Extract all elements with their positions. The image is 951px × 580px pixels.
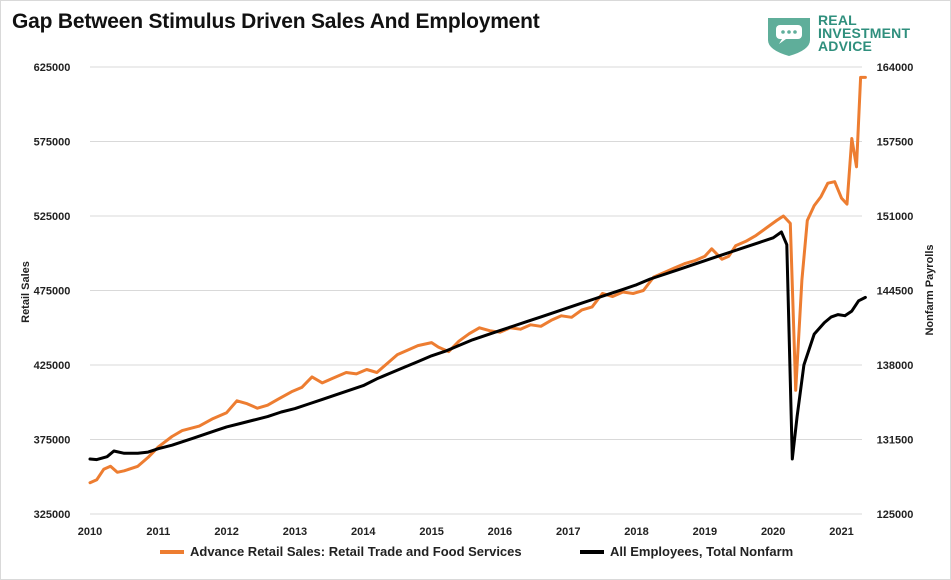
left-tick-label: 375000 (34, 435, 71, 447)
left-tick-label: 625000 (34, 62, 71, 74)
left-tick-label: 325000 (34, 509, 71, 521)
right-tick-label: 157500 (877, 137, 914, 149)
right-tick-label: 131500 (877, 435, 914, 447)
x-tick-label: 2012 (214, 526, 238, 538)
right-tick-label: 151000 (877, 211, 914, 223)
x-tick-label: 2019 (693, 526, 717, 538)
speech-bubble-shield-icon (768, 18, 810, 56)
legend-item-nonfarm: All Employees, Total Nonfarm (580, 544, 793, 559)
series-lines (88, 75, 867, 485)
logo (768, 18, 810, 56)
legend-label-retail-sales: Advance Retail Sales: Retail Trade and F… (190, 544, 522, 559)
logo-text: REAL INVESTMENT ADVICE (818, 12, 911, 54)
right-tick-label: 144500 (877, 286, 914, 298)
left-axis-ticks: 325000 375000 425000 475000 525000 575000 6250… (34, 62, 71, 521)
left-tick-label: 425000 (34, 360, 71, 372)
legend: Advance Retail Sales: Retail Trade and F… (0, 544, 951, 566)
x-tick-label: 2014 (351, 526, 376, 538)
legend-item-retail-sales: Advance Retail Sales: Retail Trade and F… (160, 544, 522, 559)
gridlines (90, 66, 862, 515)
left-tick-label: 575000 (34, 137, 71, 149)
right-tick-label: 125000 (877, 509, 914, 521)
right-axis-label: Nonfarm Payrolls (924, 244, 936, 335)
chart-title: Gap Between Stimulus Driven Sales And Em… (12, 10, 540, 33)
x-tick-label: 2011 (146, 526, 170, 538)
legend-swatch-nonfarm (580, 549, 604, 554)
x-tick-label: 2017 (556, 526, 580, 538)
right-tick-label: 138000 (877, 360, 914, 372)
x-axis-ticks: 2010 2011 2012 2013 2014 2015 2016 2017 2018 2019… (78, 526, 854, 538)
series-line-retail-sales (88, 75, 867, 485)
logo-line-3: ADVICE (818, 38, 873, 54)
legend-label-nonfarm: All Employees, Total Nonfarm (610, 544, 794, 559)
left-tick-label: 475000 (34, 286, 71, 298)
right-tick-label: 164000 (877, 62, 914, 74)
legend-swatch-retail-sales (160, 549, 184, 554)
x-tick-label: 2018 (624, 526, 648, 538)
left-axis-label: Retail Sales (20, 261, 32, 323)
x-tick-label: 2015 (419, 526, 443, 538)
left-tick-label: 525000 (34, 211, 71, 223)
x-tick-label: 2010 (78, 526, 102, 538)
x-tick-label: 2021 (829, 526, 853, 538)
x-tick-label: 2016 (488, 526, 512, 538)
x-tick-label: 2013 (283, 526, 307, 538)
logo-line-2: INVESTMENT (818, 25, 911, 41)
x-tick-label: 2020 (761, 526, 785, 538)
logo-line-1: REAL (818, 12, 857, 28)
series-line-nonfarm-payrolls (88, 230, 867, 462)
right-axis-ticks: 125000 131500 138000 144500 151000 157500 1640… (877, 62, 914, 521)
